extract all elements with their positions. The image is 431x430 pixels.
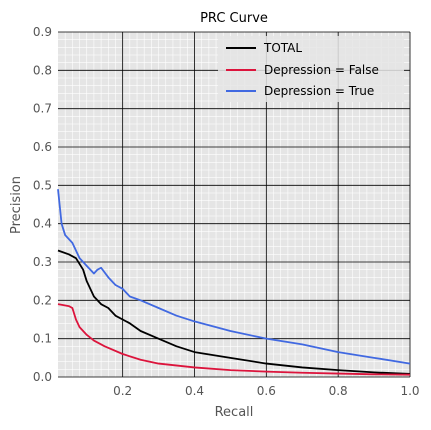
- series-line-depression-false: [57, 303, 411, 376]
- y-tick-label: 0.4: [33, 217, 52, 231]
- chart-title: PRC Curve: [200, 11, 268, 26]
- x-axis-label: Recall: [215, 405, 254, 420]
- y-tick-label: 0.2: [33, 293, 52, 307]
- y-tick-label: 0.7: [33, 102, 52, 116]
- legend-label-depression-false: Depression = False: [264, 63, 379, 77]
- y-tick-label: 0.5: [33, 178, 52, 192]
- y-tick-label: 0.6: [33, 140, 52, 154]
- x-tick-label: 0.2: [113, 384, 132, 398]
- legend: TOTAL Depression = False Depression = Tr…: [218, 36, 404, 102]
- legend-label-total: TOTAL: [263, 41, 302, 55]
- series-line-depression-true: [57, 189, 411, 365]
- y-tick-label: 0.9: [33, 25, 52, 39]
- legend-label-depression-true: Depression = True: [264, 84, 374, 98]
- y-tick-label: 0.3: [33, 255, 52, 269]
- series-layer: [57, 189, 411, 376]
- ticks-layer: 0.2 0.4 0.6 0.8 1.0 0.0 0.1 0.2 0.3 0.4 0.5 0.6 0.7 0…: [33, 25, 420, 398]
- y-tick-label: 0.8: [33, 63, 52, 77]
- y-axis-label: Precision: [9, 176, 24, 234]
- y-tick-label: 0.0: [33, 370, 52, 384]
- series-line-total: [57, 249, 411, 375]
- x-tick-label: 0.4: [185, 384, 204, 398]
- x-tick-label: 0.8: [329, 384, 348, 398]
- x-tick-label: 1.0: [400, 384, 419, 398]
- y-tick-label: 0.1: [33, 332, 52, 346]
- x-tick-label: 0.6: [257, 384, 276, 398]
